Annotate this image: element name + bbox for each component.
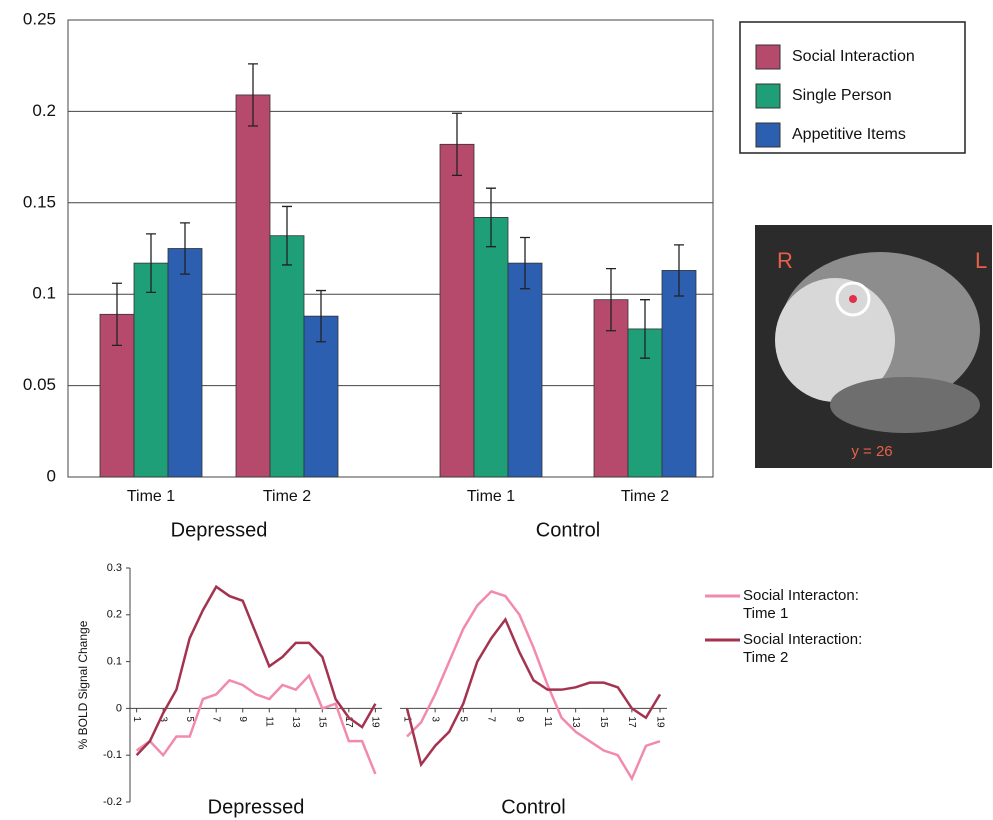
legend-label: Social Interaction xyxy=(792,48,915,65)
bar xyxy=(270,236,304,477)
x-tick-label: 17 xyxy=(626,716,637,728)
group-label: Control xyxy=(536,519,600,541)
legend-swatch xyxy=(756,84,780,108)
line xyxy=(407,591,660,778)
x-tick-label: 1 xyxy=(131,716,142,722)
x-tick-label: Time 2 xyxy=(621,488,669,505)
y-tick-label: 0.3 xyxy=(107,562,122,574)
image-label: y = 26 xyxy=(851,443,892,460)
x-tick-label: 9 xyxy=(237,716,248,722)
y-tick-label: 0.25 xyxy=(23,9,56,28)
brain-shape xyxy=(830,377,980,433)
legend-swatch xyxy=(756,45,780,69)
y-tick-label: 0.2 xyxy=(32,101,56,120)
roi-dot xyxy=(849,295,857,303)
bar xyxy=(134,263,168,477)
group-label: Depressed xyxy=(171,519,268,541)
x-tick-label: 13 xyxy=(290,716,301,728)
y-tick-label: -0.2 xyxy=(103,796,122,808)
legend-label: Single Person xyxy=(792,87,892,104)
image-label: R xyxy=(777,248,793,273)
y-tick-label: 0.1 xyxy=(32,284,56,303)
line xyxy=(407,619,660,764)
x-tick-label: Time 1 xyxy=(467,488,515,505)
x-tick-label: 5 xyxy=(458,716,469,722)
y-tick-label: 0 xyxy=(47,466,56,485)
bar xyxy=(662,270,696,477)
y-tick-label: -0.1 xyxy=(103,749,122,761)
x-tick-label: 7 xyxy=(486,716,497,722)
y-tick-label: 0 xyxy=(116,702,122,714)
x-tick-label: 7 xyxy=(211,716,222,722)
bar xyxy=(236,95,270,477)
image-label: L xyxy=(975,248,987,273)
y-tick-label: 0.2 xyxy=(107,609,122,621)
x-tick-label: 9 xyxy=(514,716,525,722)
bar xyxy=(508,263,542,477)
bar xyxy=(168,249,202,478)
bar xyxy=(440,144,474,477)
y-tick-label: 0.1 xyxy=(107,656,122,668)
x-tick-label: 5 xyxy=(184,716,195,722)
x-tick-label: 15 xyxy=(598,716,609,728)
panel-title: Depressed xyxy=(208,796,305,818)
x-tick-label: 11 xyxy=(542,716,553,727)
figure: R L y = 26 00.050.10.150.20.25Time 1Time… xyxy=(0,0,993,820)
legend-label: Social Interaction: Time 2 xyxy=(743,631,893,667)
x-tick-label: 15 xyxy=(317,716,328,728)
x-tick-label: Time 2 xyxy=(263,488,311,505)
panel-title: Control xyxy=(501,796,565,818)
legend-label: Appetitive Items xyxy=(792,126,906,143)
x-tick-label: Time 1 xyxy=(127,488,175,505)
y-tick-label: 0.05 xyxy=(23,375,56,394)
x-tick-label: 3 xyxy=(429,716,440,722)
y-axis-label: % BOLD Signal Change xyxy=(76,620,90,749)
x-tick-label: 19 xyxy=(370,716,381,728)
line xyxy=(137,676,376,774)
x-tick-label: 11 xyxy=(264,716,275,727)
line xyxy=(137,587,376,755)
x-tick-label: 19 xyxy=(654,716,665,728)
y-tick-label: 0.15 xyxy=(23,192,56,211)
bar xyxy=(474,217,508,477)
legend-label: Social Interacton: Time 1 xyxy=(743,587,893,623)
chart: R L y = 26 00.050.10.150.20.25Time 1Time… xyxy=(0,0,993,820)
legend-swatch xyxy=(756,123,780,147)
